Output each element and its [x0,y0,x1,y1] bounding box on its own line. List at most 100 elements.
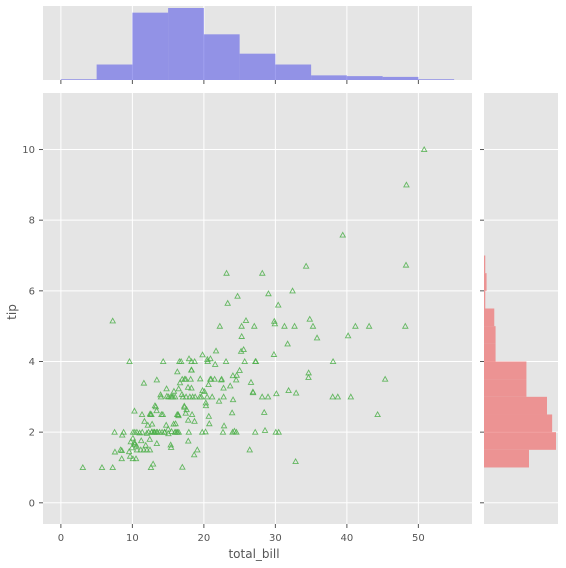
top-hist-bar [346,76,383,80]
scatter-point [224,299,232,306]
scatter-point [148,410,155,418]
scatter-point [153,407,160,414]
scatter-point [260,408,268,415]
scatter-point [265,290,272,297]
scatter-point [109,463,117,471]
scatter-point [198,393,205,400]
top-hist-bar [168,8,204,80]
right-hist-bar [484,449,529,468]
top-hist-bar [132,12,169,80]
scatter-point [159,410,167,418]
scatter-point [234,292,241,299]
scatter-point [211,360,219,367]
scatter-point [216,322,224,329]
right-hist-bar [484,414,553,433]
x-tick-label: 40 [341,533,354,544]
scatter-point [191,417,198,424]
y-tick-label: 4 [29,357,35,368]
scatter-point [228,409,236,416]
scatter-point [238,332,246,339]
scatter-point [305,373,312,380]
scatter-point [305,369,312,376]
scatter-point [184,437,192,444]
scatter-point [98,463,106,471]
scatter-point [179,393,187,400]
scatter-point [203,393,211,400]
scatter-point [120,428,127,435]
scatter-point [184,416,192,423]
scatter-point [202,399,210,406]
top-hist-bar [275,64,312,80]
scatter-point [133,446,141,453]
scatter-point [190,451,198,458]
scatter-point [289,287,296,294]
scatter-point [126,452,134,459]
scatter-point [175,412,182,419]
scatter-point [185,428,193,435]
scatter-point [129,434,137,441]
scatter-point [233,428,240,435]
scatter-point [212,347,220,354]
scatter-point [247,378,255,385]
scatter-point [128,444,136,451]
scatter-point [181,403,188,410]
x-tick-label: 0 [58,533,64,544]
scatter-point [250,322,258,329]
scatter-point [79,463,87,471]
scatter-point [188,366,196,373]
right-hist-bar [484,432,556,450]
scatter-point [193,446,201,453]
scatter-point [252,357,260,365]
top-hist-bar [239,53,276,80]
scatter-point [291,322,298,329]
scatter-point [381,375,389,382]
x-tick-label: 30 [269,533,282,544]
y-axis-label: tip [5,304,19,320]
scatter-point [167,441,175,448]
scatter-point [131,407,138,414]
scatter-point [313,334,321,341]
right-hist-bar [484,343,496,362]
scatter-point [261,426,269,433]
scatter-point [141,417,148,424]
right-hist-bar [484,255,486,274]
scatter-point [420,145,428,153]
scatter-point [167,443,175,450]
scatter-point [220,393,227,400]
scatter-point [117,446,124,453]
scatter-point [143,429,151,436]
x-axis-label: total_bill [228,547,279,561]
y-tick-label: 8 [29,216,35,227]
scatter-point [207,375,215,382]
scatter-point [148,420,156,427]
scatter-point [219,428,227,435]
scatter-plot-area: 0 10 20 30 40 50 0 2 4 6 8 10 [22,93,472,544]
y-tick-label: 0 [29,498,35,509]
scatter-point [129,455,137,462]
scatter-point [163,385,170,392]
scatter-point [237,347,245,354]
y-tick-label: 2 [29,428,35,439]
scatter-point [188,384,195,391]
scatter-point [168,427,175,434]
scatter-point [109,317,117,324]
scatter-point [182,409,190,416]
scatter-point [111,448,119,455]
scatter-point [347,393,355,400]
scatter-point [159,357,167,365]
scatter-point [173,368,181,375]
scatter-point [183,406,191,413]
scatter-point [153,439,161,446]
scatter-point [208,393,216,400]
scatter-point [339,231,347,238]
scatter-point [204,357,212,365]
scatter-point [271,320,279,327]
scatter-point [161,428,169,435]
scatter-point [402,261,410,268]
scatter-point [226,382,234,389]
scatter-point [270,350,278,357]
scatter-point [374,410,381,418]
scatter-point [127,438,135,445]
scatter-point [249,389,257,396]
